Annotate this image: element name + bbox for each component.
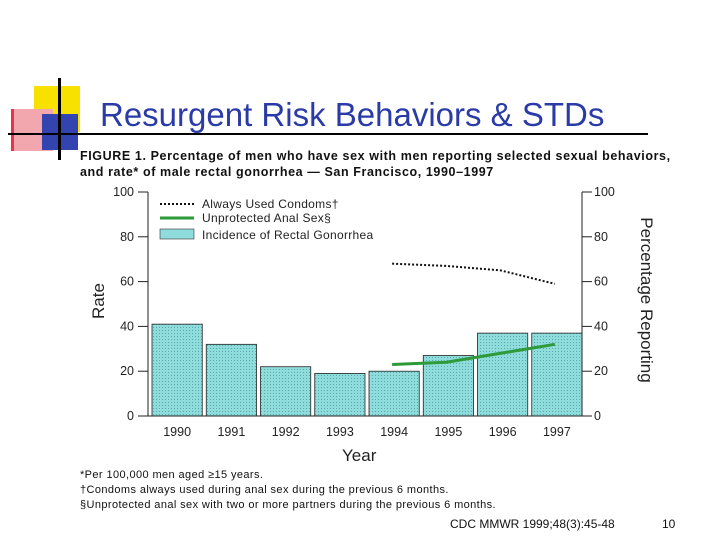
y-tick-label-left-0: 0 (127, 409, 134, 423)
x-tick-label-1991: 1991 (217, 425, 245, 439)
x-tick-label-1994: 1994 (380, 425, 408, 439)
bar-1990 (151, 323, 203, 417)
x-tick-label-1993: 1993 (326, 425, 354, 439)
series-line-condoms (392, 262, 556, 285)
source-citation: CDC MMWR 1999;48(3):45-48 (450, 517, 615, 531)
x-tick-label-1995: 1995 (434, 425, 462, 439)
y-tick-label-left-40: 40 (120, 319, 134, 333)
bars-layer (151, 323, 583, 417)
y-tick-label-right-60: 60 (594, 275, 608, 289)
x-tick-label-1990: 1990 (163, 425, 191, 439)
y-tick-label-right-40: 40 (594, 319, 608, 333)
bar-1993 (314, 373, 366, 417)
x-axis-title: Year (342, 446, 377, 465)
x-tick-label-1997: 1997 (543, 425, 571, 439)
legend-label-condoms: Always Used Condoms† (202, 197, 339, 211)
slide-title: Resurgent Risk Behaviors & STDs (100, 96, 605, 133)
y-tick-label-right-100: 100 (594, 185, 615, 199)
y-axis-title-right: Percentage Reporting (637, 217, 656, 382)
legend-swatch-gonorrhea (159, 228, 195, 240)
decor-vertical-rule (58, 78, 61, 160)
bar-1995 (422, 355, 474, 417)
legend-label-unprotected: Unprotected Anal Sex§ (202, 211, 331, 225)
figure-title: FIGURE 1. Percentage of men who have sex… (80, 149, 671, 179)
bar-1994 (368, 370, 420, 417)
y-axis-title-left: Rate (89, 283, 108, 319)
series-line-unprotected (392, 342, 556, 366)
axes-layer: 0 0 20 20 40 40 60 60 80 80 100 100 1990 1991 1992 1993… (113, 185, 615, 439)
bar-1996 (477, 332, 529, 417)
x-tick-label-1992: 1992 (272, 425, 300, 439)
y-tick-label-right-20: 20 (594, 364, 608, 378)
y-tick-label-left-20: 20 (120, 364, 134, 378)
y-tick-label-right-80: 80 (594, 230, 608, 244)
x-tick-label-1996: 1996 (489, 425, 517, 439)
slide-number: 10 (662, 517, 676, 531)
bar-1991 (205, 343, 257, 417)
y-tick-label-left-80: 80 (120, 230, 134, 244)
y-tick-label-left-100: 100 (113, 185, 134, 199)
y-tick-label-left-60: 60 (120, 275, 134, 289)
decor-horizontal-rule (8, 133, 648, 135)
footnotes: *Per 100,000 men aged ≥15 years. †Condom… (80, 468, 496, 513)
footnote-2: †Condoms always used during anal sex dur… (80, 484, 449, 496)
lines-layer (392, 262, 556, 366)
y-tick-label-right-0: 0 (594, 409, 601, 423)
footnote-3: §Unprotected anal sex with two or more p… (80, 499, 496, 511)
legend: Always Used Condoms† Unprotected Anal Se… (159, 197, 373, 242)
footnote-1: *Per 100,000 men aged ≥15 years. (80, 469, 264, 481)
legend-label-gonorrhea: Incidence of Rectal Gonorrhea (202, 228, 373, 242)
bar-1992 (260, 366, 312, 417)
